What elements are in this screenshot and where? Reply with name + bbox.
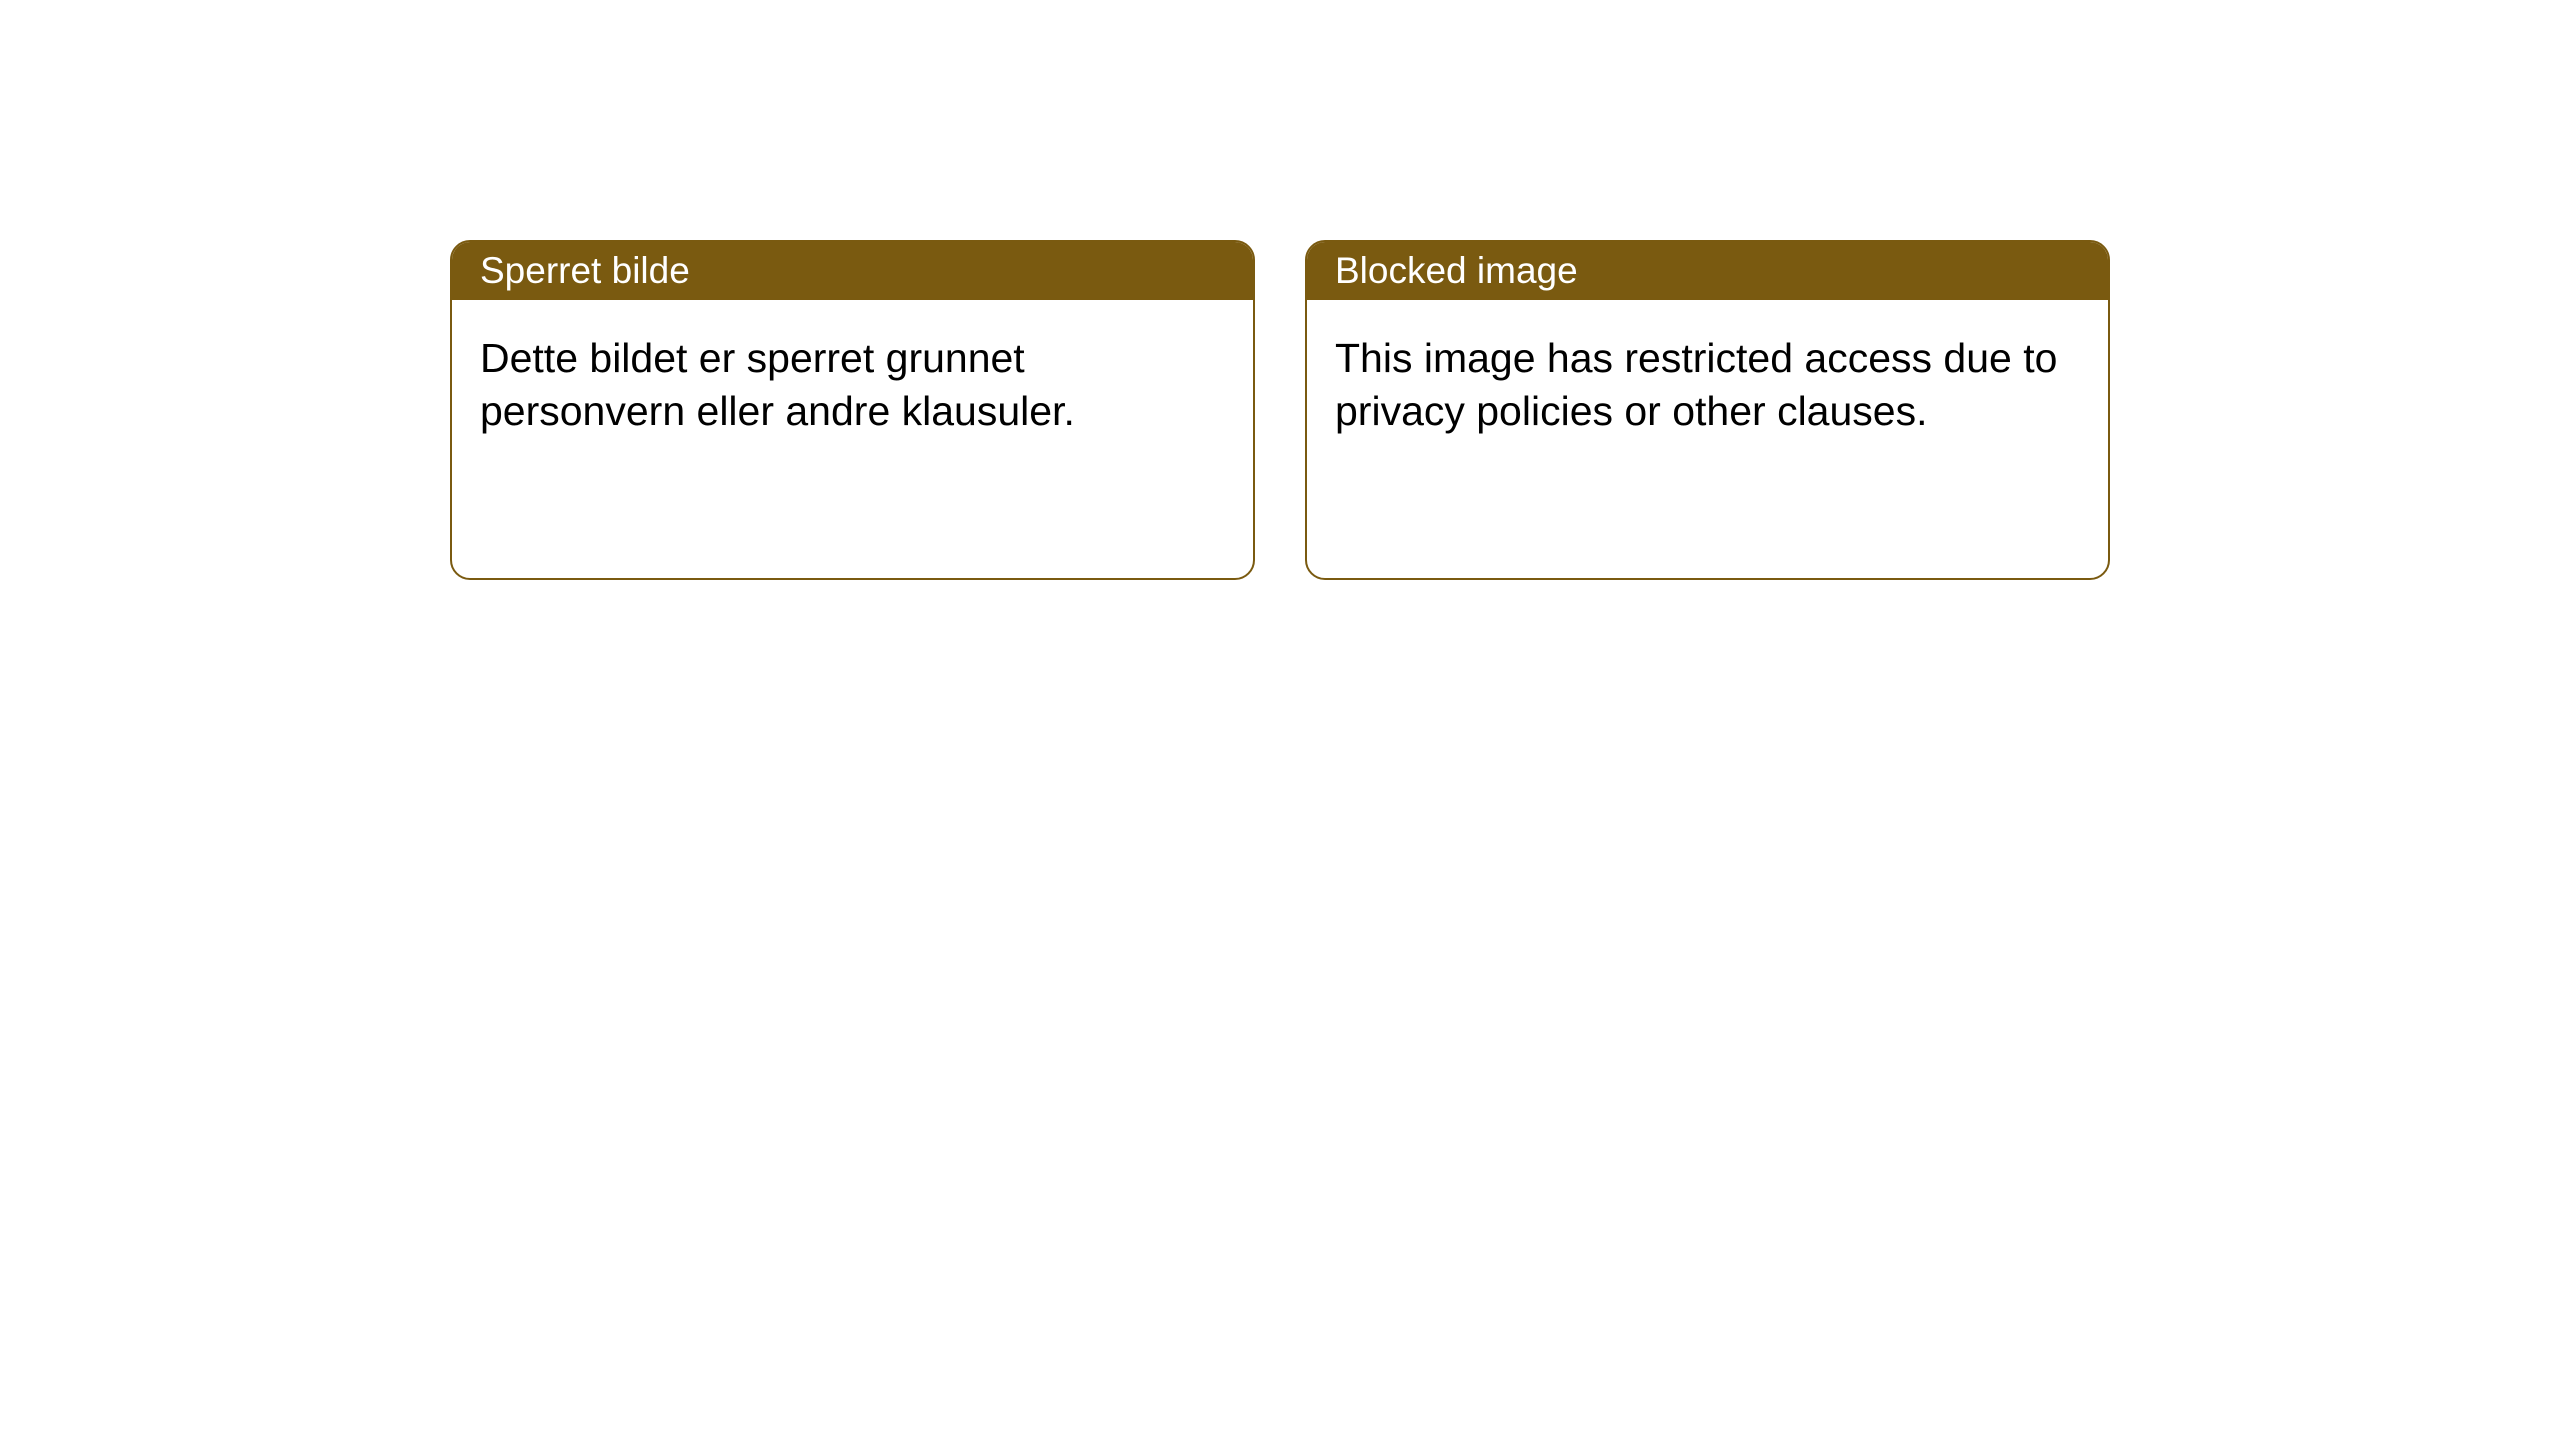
notice-cards-container: Sperret bilde Dette bildet er sperret gr…: [450, 240, 2110, 580]
notice-card-body: This image has restricted access due to …: [1307, 300, 2108, 471]
notice-card-body: Dette bildet er sperret grunnet personve…: [452, 300, 1253, 471]
notice-card-norwegian: Sperret bilde Dette bildet er sperret gr…: [450, 240, 1255, 580]
notice-body-text: Dette bildet er sperret grunnet personve…: [480, 335, 1075, 434]
notice-card-english: Blocked image This image has restricted …: [1305, 240, 2110, 580]
notice-body-text: This image has restricted access due to …: [1335, 335, 2057, 434]
notice-card-header: Sperret bilde: [452, 242, 1253, 300]
notice-header-text: Sperret bilde: [480, 250, 690, 291]
notice-card-header: Blocked image: [1307, 242, 2108, 300]
notice-header-text: Blocked image: [1335, 250, 1578, 291]
